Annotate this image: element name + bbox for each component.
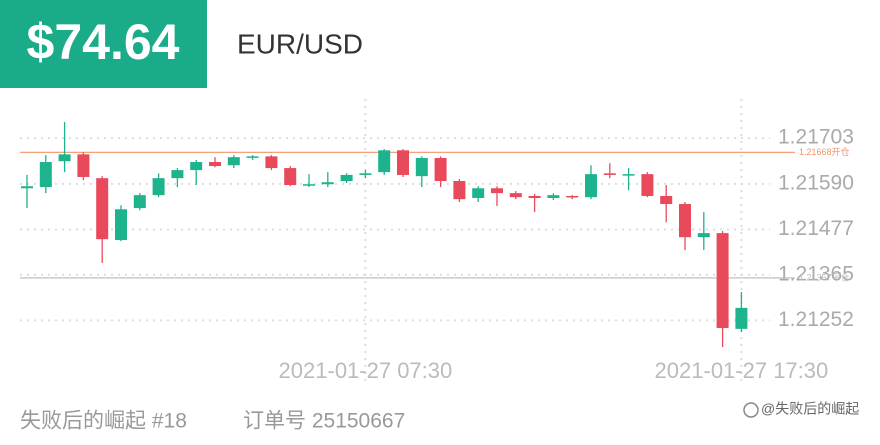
candle-body — [491, 188, 503, 194]
candle-body — [622, 174, 635, 176]
candle-body — [21, 186, 33, 189]
candle-body — [359, 173, 372, 175]
reference-name: 开仓 — [832, 146, 850, 157]
candle-body — [378, 150, 391, 173]
candle-body — [528, 195, 541, 198]
price-badge — [0, 0, 207, 88]
candle-body — [472, 188, 485, 198]
candle-body — [115, 209, 127, 240]
candle-body — [735, 307, 748, 329]
candle-body — [566, 195, 579, 198]
candle-body — [434, 157, 447, 182]
reference-label: 1.21357平仓 — [799, 272, 850, 283]
y-tick-label: 1.21590 — [778, 171, 854, 194]
candle-body — [265, 156, 278, 169]
y-tick-label: 1.21477 — [778, 217, 854, 240]
price: $74.64 — [27, 14, 180, 70]
candle-body — [284, 168, 297, 186]
candle-body — [547, 195, 560, 198]
y-tick-label: 1.21365 — [778, 262, 854, 285]
candle-body — [603, 173, 616, 175]
x-tick-label: 2021-01-27 07:30 — [279, 358, 453, 383]
candle-body — [716, 233, 729, 329]
candle-body — [171, 170, 184, 179]
x-tick-label: 2021-01-27 17:30 — [655, 358, 829, 383]
reference-value: 1.21668 — [799, 147, 832, 157]
y-tick-label: 1.21252 — [778, 308, 854, 331]
reference-name: 平仓 — [832, 272, 850, 283]
reference-label: 1.21668开仓 — [799, 146, 850, 157]
order-number: 订单号 25150667 — [243, 410, 405, 433]
candle-body — [397, 150, 409, 175]
chart: 1.21703 1.21590 1.21477 1.21365 1.21252 2021-… — [20, 99, 854, 385]
candle-body — [321, 182, 334, 185]
candle-body — [96, 178, 109, 240]
candle-body — [209, 162, 221, 167]
candle-body — [697, 233, 710, 238]
candle-body — [509, 193, 522, 198]
candle-body — [585, 174, 597, 198]
candle-body — [190, 162, 203, 171]
account: 失败后的崛起 #18 — [20, 410, 187, 433]
candle-body — [641, 174, 654, 196]
candle-body — [246, 156, 259, 158]
candle-body — [679, 204, 691, 238]
candle-body — [453, 181, 466, 200]
watermark-icon — [743, 402, 759, 418]
candle-body — [227, 157, 240, 166]
candle-body — [39, 162, 52, 188]
y-tick-label: 1.21703 — [778, 126, 854, 149]
candle-body — [58, 154, 71, 162]
candle-body — [340, 174, 353, 182]
candle-body — [77, 154, 90, 177]
pair: EUR/USD — [237, 28, 363, 59]
candle-body — [133, 195, 146, 209]
candle-body — [660, 195, 673, 205]
candle-body — [415, 157, 428, 177]
candle-body — [303, 184, 315, 186]
candle-body — [152, 178, 165, 196]
watermark: @失败后的崛起 — [761, 401, 859, 417]
reference-value: 1.21357 — [799, 273, 832, 283]
